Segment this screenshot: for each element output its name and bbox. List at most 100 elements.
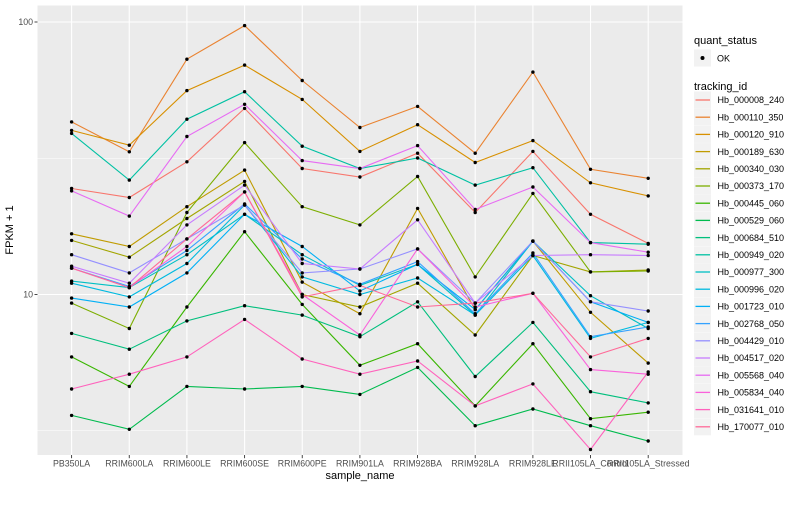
data-point (185, 57, 189, 61)
data-point (127, 281, 131, 285)
data-point (588, 424, 593, 428)
data-point (415, 259, 420, 264)
data-point (69, 281, 74, 285)
data-point (69, 296, 74, 300)
legend-entry: Hb_004517_020 (694, 349, 784, 367)
data-point (646, 361, 650, 365)
x-tick-label: RRIM600SE (220, 459, 269, 469)
data-point (415, 305, 420, 309)
legend-entry: Hb_000684_510 (694, 229, 784, 247)
data-point (588, 390, 593, 394)
data-point (69, 186, 74, 191)
legend-entry-label: Hb_000189_630 (718, 147, 785, 157)
data-point (242, 168, 247, 172)
data-point (358, 283, 362, 288)
axis-ticks-and-labels: 100 10 PB350LA RRIM600LA RRIM600LE RRIM600SE R… (18, 17, 689, 468)
data-point (415, 151, 420, 155)
data-point (69, 355, 74, 359)
data-point (358, 267, 362, 271)
data-point (242, 304, 247, 308)
legend-entry-label: Hb_170077_010 (718, 422, 785, 432)
data-point (531, 70, 535, 74)
data-point (358, 312, 362, 316)
data-point (127, 384, 131, 389)
data-point (473, 333, 477, 337)
data-point (473, 301, 477, 305)
data-point (358, 305, 362, 309)
data-point (127, 244, 131, 249)
legend-entry: Hb_000373_170 (694, 177, 784, 195)
data-point (646, 242, 650, 246)
legend-entry: Hb_000110_350 (694, 108, 783, 126)
data-point (415, 262, 420, 267)
data-point (358, 289, 362, 293)
data-point (531, 320, 535, 325)
data-point (69, 387, 74, 391)
data-point (646, 194, 650, 198)
data-point (415, 300, 420, 304)
data-point (358, 149, 362, 154)
data-point (127, 295, 131, 299)
legend-entry: Hb_031641_010 (694, 401, 784, 419)
data-point (588, 367, 593, 372)
y-tick-label: 100 (18, 17, 33, 27)
data-point (242, 203, 247, 207)
data-point (646, 325, 650, 329)
data-point (646, 320, 650, 325)
data-point (473, 404, 477, 408)
data-point (185, 216, 189, 221)
data-point (127, 178, 131, 182)
data-point (473, 151, 477, 155)
data-point (185, 305, 189, 309)
legend-entry-label: Hb_000445_060 (718, 198, 785, 208)
data-point (588, 294, 593, 298)
legend-entry: Hb_005568_040 (694, 366, 784, 384)
data-point (127, 372, 131, 376)
data-point (588, 167, 593, 171)
data-point (588, 253, 593, 257)
data-point (473, 207, 477, 212)
data-point (242, 190, 247, 194)
data-point (242, 90, 247, 94)
data-point (69, 232, 74, 236)
data-point (531, 138, 535, 143)
data-point (646, 410, 650, 414)
data-point (646, 253, 650, 258)
x-tick-label: RRIM928LE (509, 459, 557, 469)
data-point (358, 372, 362, 376)
data-point (415, 156, 420, 160)
data-point (127, 143, 131, 147)
data-point (185, 160, 189, 164)
data-point (646, 269, 650, 273)
data-point (415, 365, 420, 370)
data-point (531, 251, 535, 255)
data-point (415, 276, 420, 280)
data-point (473, 374, 477, 379)
data-point (69, 266, 74, 270)
data-point (242, 317, 247, 322)
legend-tracking-id-entries: Hb_000008_240 Hb_000110_350 Hb_000120_910 H… (694, 91, 785, 436)
ok-point-icon (700, 56, 705, 60)
data-point (473, 210, 477, 215)
data-point (242, 63, 247, 67)
data-point (242, 212, 247, 216)
data-point (415, 281, 420, 285)
data-point (415, 143, 420, 148)
data-point (300, 78, 304, 83)
data-point (358, 292, 362, 297)
legend-entry: Hb_005834_040 (694, 383, 784, 401)
data-point (415, 104, 420, 109)
data-point (473, 305, 477, 309)
data-point (415, 247, 420, 251)
data-point (588, 417, 593, 421)
legend-entry: Hb_004429_010 (694, 332, 784, 350)
data-point (185, 253, 189, 257)
legend-entry-label: Hb_000529_060 (718, 216, 785, 226)
data-point (185, 210, 189, 215)
legend-entry: Hb_002768_050 (694, 315, 784, 333)
data-point (127, 285, 131, 290)
legend-entry: Hb_000008_240 (694, 91, 784, 109)
data-point (242, 230, 247, 234)
data-point (300, 292, 304, 297)
